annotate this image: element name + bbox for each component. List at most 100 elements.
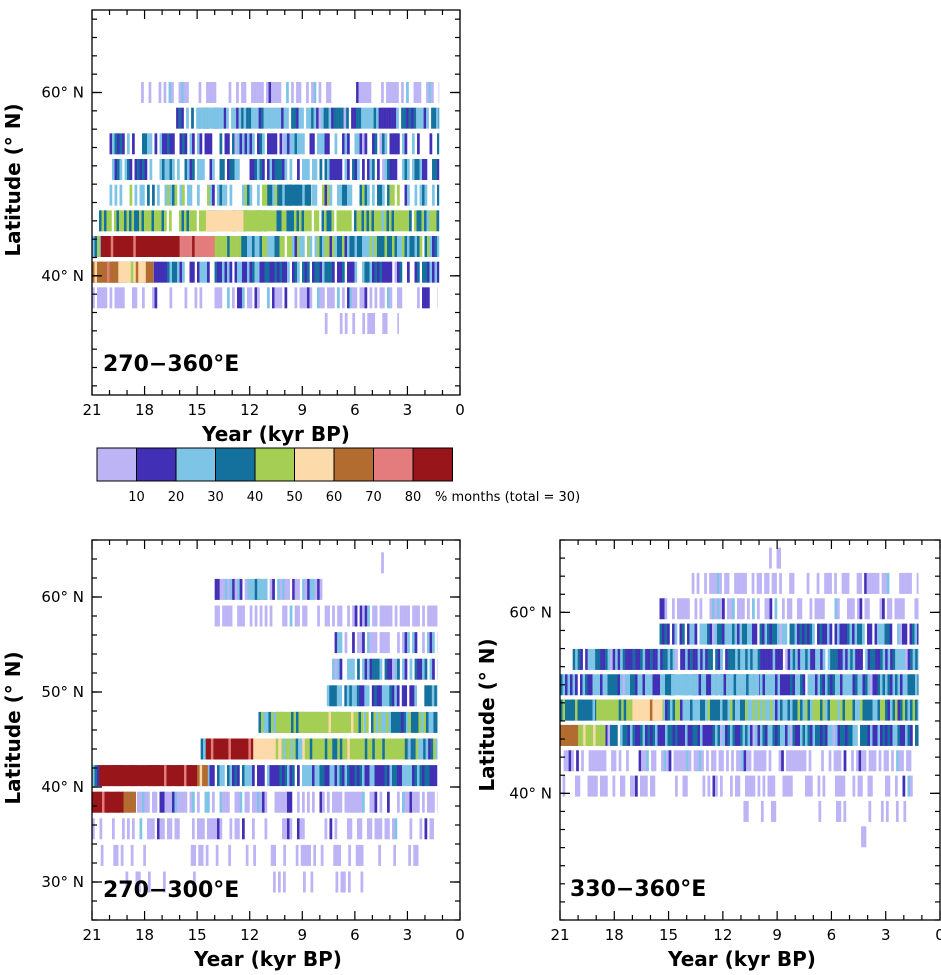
heatmap-cell: [758, 750, 762, 772]
heatmap-cell: [273, 738, 276, 760]
heatmap-cell: [422, 791, 425, 813]
heatmap-cell: [112, 159, 115, 180]
heatmap-cell: [822, 724, 826, 746]
heatmap-cell: [200, 844, 204, 866]
heatmap-cell: [282, 236, 285, 257]
y-tick-label: 60° N: [509, 603, 552, 621]
heatmap-cell: [659, 699, 663, 721]
heatmap-cell: [120, 261, 124, 283]
heatmap-cell: [287, 184, 290, 206]
heatmap-cell: [714, 572, 717, 594]
heatmap-cell: [339, 184, 343, 206]
heatmap-cell: [791, 572, 795, 594]
heatmap-cell: [434, 605, 438, 627]
heatmap-cell: [828, 750, 832, 772]
heatmap-cell: [662, 598, 665, 620]
heatmap-cell: [580, 724, 584, 746]
heatmap-cell: [662, 724, 666, 746]
heatmap-cell: [731, 674, 734, 696]
heatmap-cell: [332, 658, 335, 680]
heatmap-cell: [857, 674, 861, 696]
heatmap-cell: [282, 791, 285, 813]
heatmap-cell: [121, 210, 125, 232]
heatmap-cell: [615, 674, 618, 696]
heatmap-cell: [850, 699, 853, 721]
heatmap-cell: [121, 765, 125, 787]
heatmap-cell: [428, 738, 431, 760]
heatmap-cell: [357, 133, 360, 155]
heatmap-cell: [802, 724, 806, 746]
heatmap-cell: [337, 287, 340, 309]
heatmap-cell: [640, 724, 643, 746]
heatmap-cell: [642, 674, 646, 696]
heatmap-cell: [700, 724, 703, 746]
heatmap-cell: [356, 107, 359, 129]
heatmap-cell: [732, 648, 736, 670]
heatmap-cell: [244, 261, 248, 283]
heatmap-cell: [377, 658, 380, 680]
heatmap-cell: [750, 648, 753, 670]
heatmap-cell: [404, 632, 408, 654]
heatmap-cell: [122, 133, 125, 155]
heatmap-cell: [169, 765, 172, 787]
heatmap-cell: [384, 738, 388, 760]
heatmap-cell: [737, 648, 741, 670]
heatmap-cell: [384, 313, 388, 334]
heatmap-cell: [201, 210, 205, 232]
heatmap-cell: [348, 844, 352, 866]
heatmap-cell: [685, 724, 688, 746]
heatmap-cell: [424, 210, 427, 232]
heatmap-cell: [256, 107, 259, 129]
heatmap-cell: [714, 598, 718, 620]
heatmap-cell: [772, 775, 776, 797]
heatmap-cell: [781, 750, 784, 772]
x-tick-label: 9: [772, 926, 782, 944]
heatmap-cell: [178, 107, 182, 129]
heatmap-cell: [899, 572, 902, 594]
heatmap-cell: [719, 623, 723, 645]
heatmap-cell: [762, 699, 766, 721]
heatmap-cell: [294, 184, 298, 206]
heatmap-cell: [287, 765, 290, 787]
heatmap-cell: [295, 844, 299, 866]
heatmap-cell: [600, 775, 603, 797]
heatmap-cell: [638, 750, 642, 772]
heatmap-cell: [362, 791, 365, 813]
heatmap-cell: [580, 674, 583, 696]
heatmap-cell: [167, 184, 170, 206]
heatmap-cell: [252, 261, 255, 283]
heatmap-cell: [389, 210, 392, 232]
heatmap-cell: [424, 685, 428, 707]
heatmap-cell: [259, 133, 263, 155]
heatmap-cell: [356, 711, 359, 733]
heatmap-cell: [834, 598, 838, 620]
heatmap-cell: [789, 598, 793, 620]
heatmap-cell: [397, 133, 400, 155]
heatmap-cell: [887, 724, 891, 746]
heatmap-cell: [118, 261, 122, 283]
heatmap-cell: [212, 184, 215, 206]
heatmap-cell: [341, 711, 344, 733]
heatmap-cell: [273, 871, 276, 893]
heatmap-cell: [844, 623, 848, 645]
heatmap-cell: [301, 711, 304, 733]
heatmap-cell: [685, 699, 688, 721]
heatmap-cell: [727, 699, 731, 721]
heatmap-cell: [194, 210, 197, 232]
heatmap-cell: [148, 871, 151, 893]
heatmap-cell: [591, 750, 594, 772]
heatmap-cell: [675, 724, 678, 746]
heatmap-cell: [882, 598, 885, 620]
panel-label: 330−360°E: [570, 877, 706, 902]
heatmap-cell: [877, 674, 881, 696]
heatmap-cell: [324, 738, 328, 760]
heatmap-cell: [279, 184, 283, 206]
heatmap-cell: [168, 236, 172, 257]
heatmap-cell: [647, 648, 651, 670]
heatmap-cell: [310, 871, 314, 893]
heatmap-cell: [610, 674, 613, 696]
heatmap-cell: [291, 210, 295, 232]
heatmap-cell: [770, 800, 774, 822]
heatmap-cell: [311, 107, 314, 129]
heatmap-cell: [191, 765, 195, 787]
